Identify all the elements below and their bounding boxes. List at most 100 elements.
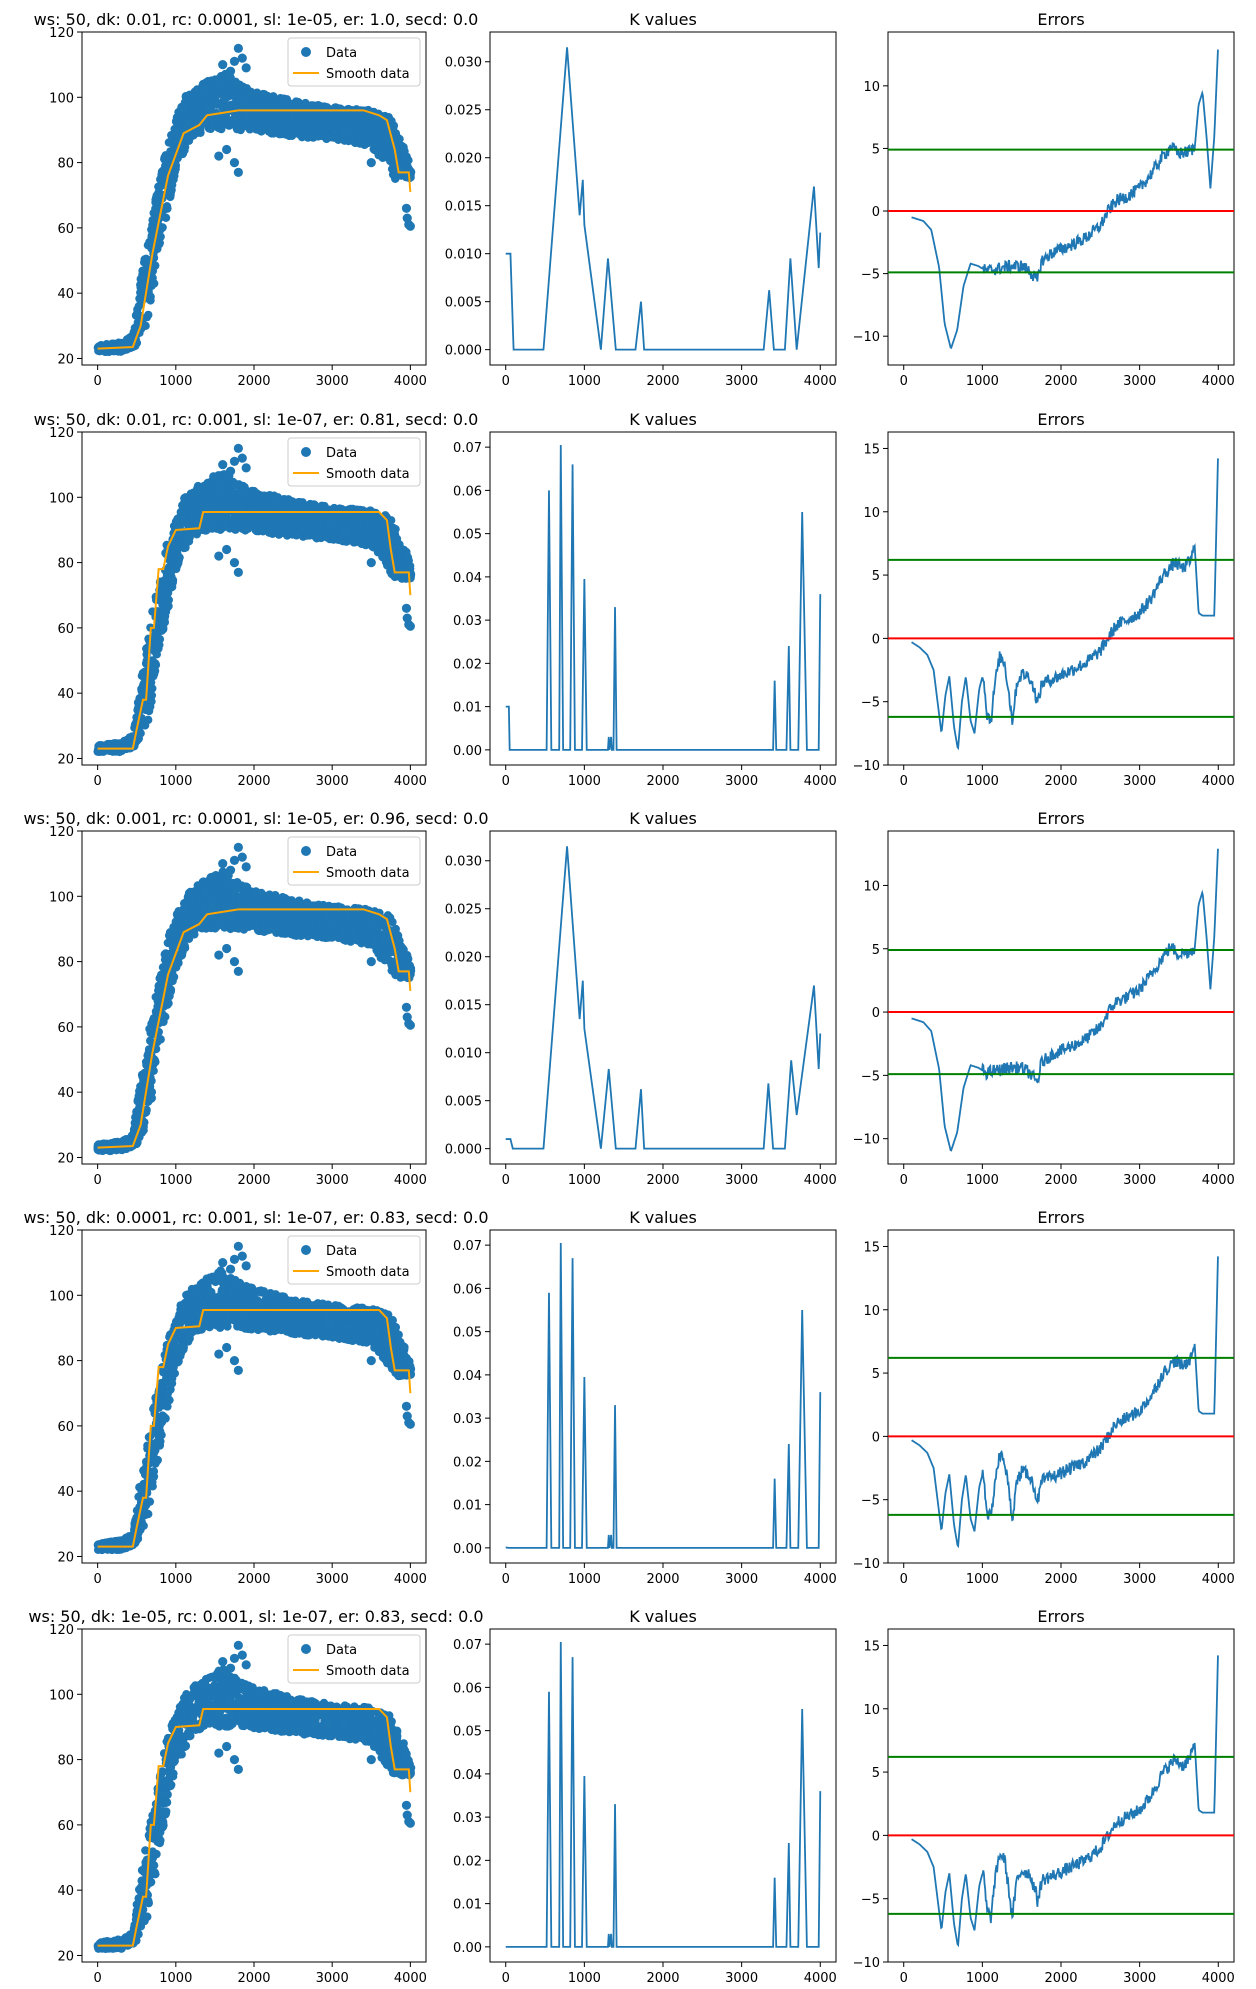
- data-point: [401, 603, 412, 613]
- x-tick-label: 4000: [1202, 374, 1235, 389]
- x-tick-label: 3000: [316, 374, 349, 389]
- data-point: [388, 917, 397, 927]
- data-point: [164, 601, 173, 611]
- errors-title: Errors: [1037, 410, 1084, 429]
- data-point: [229, 456, 240, 466]
- data-point: [180, 941, 189, 950]
- errors-line: [911, 458, 1219, 751]
- data-point: [386, 516, 396, 525]
- legend-smooth-label: Smooth data: [326, 467, 410, 482]
- y-tick-label: 60: [57, 1021, 74, 1036]
- x-tick-label: 0: [900, 374, 908, 389]
- data-point: [151, 660, 161, 670]
- data-point: [366, 157, 376, 168]
- data-point: [237, 453, 247, 463]
- smooth-data-line: [97, 510, 412, 750]
- data-point: [149, 279, 159, 288]
- smooth-data-line: [97, 109, 412, 350]
- data-point: [151, 261, 160, 270]
- data-point: [214, 151, 224, 161]
- data-point: [233, 43, 243, 53]
- y-tick-label: 40: [57, 287, 74, 302]
- data-point: [156, 232, 165, 241]
- x-tick-label: 4000: [394, 1173, 427, 1188]
- y-tick-label: 0.005: [445, 296, 482, 311]
- data-scatter: [93, 443, 416, 757]
- errors-title: Errors: [1037, 10, 1084, 29]
- data-axes-title: ws: 50, dk: 0.01, rc: 0.0001, sl: 1e-05,…: [34, 10, 479, 29]
- k-values-line: [505, 47, 822, 351]
- y-tick-label: 20: [57, 1151, 74, 1166]
- y-tick-label: 40: [57, 687, 74, 702]
- k-values-axes-frame: [489, 431, 837, 766]
- data-point: [155, 238, 165, 248]
- k-values-line: [505, 444, 822, 751]
- x-tick-label: 1000: [159, 774, 192, 789]
- data-point: [229, 557, 240, 568]
- data-point: [156, 1035, 165, 1044]
- k-values-axes: 0.000.010.020.030.040.050.060.070 1000 200…: [453, 410, 837, 789]
- y-tick-label: 0.01: [453, 701, 482, 716]
- data-point: [339, 525, 349, 535]
- y-tick-label: 0.06: [453, 484, 482, 499]
- y-tick-label: 0.015: [445, 200, 482, 215]
- x-tick-label: 2000: [237, 774, 270, 789]
- x-tick-label: 2000: [646, 374, 679, 389]
- y-tick-label: −10: [853, 330, 880, 345]
- data-point: [161, 213, 171, 222]
- y-tick-label: 100: [49, 91, 74, 106]
- y-tick-label: 80: [57, 157, 74, 172]
- k-values-axes-frame: [489, 31, 837, 366]
- legend-box: [287, 437, 421, 487]
- x-tick-label: 3000: [725, 774, 758, 789]
- data-point: [218, 60, 228, 70]
- data-point: [147, 1093, 157, 1103]
- data-point: [233, 167, 243, 177]
- y-tick-label: 100: [49, 491, 74, 506]
- x-tick-label: 0: [900, 774, 908, 789]
- x-tick-label: 0: [93, 1173, 101, 1188]
- x-tick-label: 4000: [394, 774, 427, 789]
- data-point: [174, 958, 183, 968]
- data-point: [225, 466, 236, 476]
- x-tick-label: 1000: [159, 374, 192, 389]
- x-tick-label: 1000: [568, 374, 601, 389]
- y-tick-label: 80: [57, 956, 74, 971]
- legend-box: [287, 37, 421, 87]
- y-tick-label: 120: [49, 426, 74, 441]
- y-tick-label: 0: [872, 205, 880, 220]
- data-scatter: [93, 842, 416, 1156]
- x-tick-label: 3000: [1123, 374, 1156, 389]
- data-point: [241, 63, 251, 73]
- x-tick-label: 1000: [159, 1173, 192, 1188]
- y-tick-label: 120: [49, 26, 74, 41]
- errors-line: [911, 49, 1219, 350]
- x-tick-label: 0: [93, 774, 101, 789]
- errors-axes-frame: [887, 31, 1235, 366]
- legend-data-marker: [301, 47, 311, 57]
- y-tick-label: 0.02: [453, 657, 482, 672]
- legend-data-label: Data: [326, 446, 357, 461]
- data-point: [401, 203, 412, 213]
- y-tick-label: 0.025: [445, 104, 482, 119]
- data-point: [147, 697, 156, 706]
- data-point: [366, 557, 376, 568]
- data-point: [163, 204, 172, 213]
- y-tick-label: 100: [49, 890, 74, 905]
- y-tick-label: 0: [872, 632, 880, 647]
- y-tick-label: 0.010: [445, 248, 482, 263]
- data-point: [180, 146, 189, 155]
- data-point: [150, 1056, 160, 1065]
- y-tick-label: 20: [57, 352, 74, 367]
- y-tick-label: 20: [57, 752, 74, 767]
- data-point: [168, 576, 178, 585]
- data-point: [217, 124, 226, 134]
- data-point: [147, 1076, 156, 1086]
- data-point: [229, 157, 240, 168]
- y-tick-label: 0.03: [453, 614, 482, 629]
